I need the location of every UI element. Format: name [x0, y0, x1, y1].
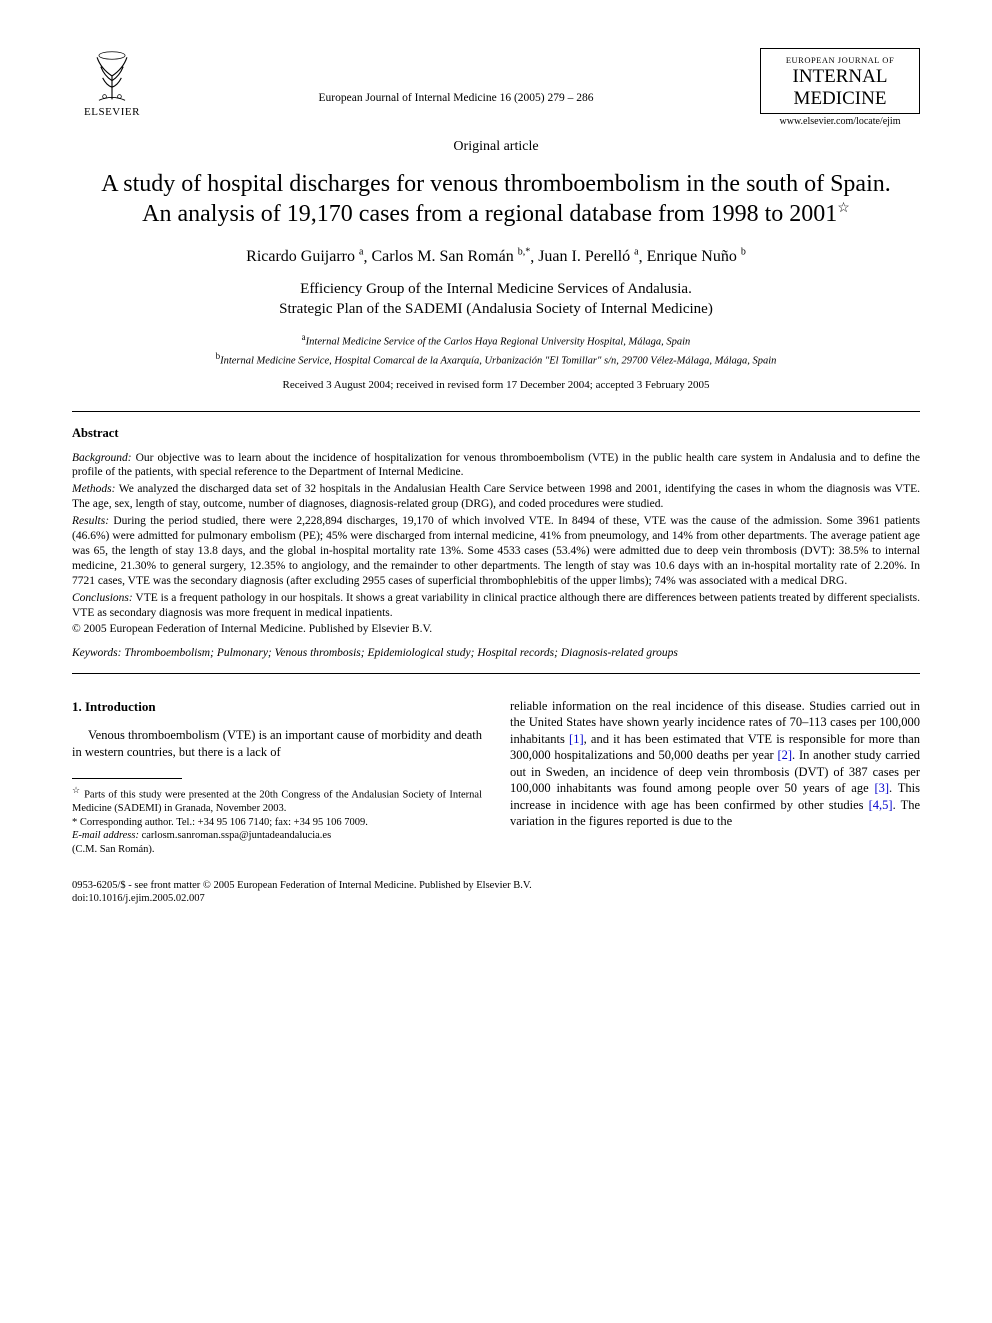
- column-left: 1. Introduction Venous thromboembolism (…: [72, 698, 482, 857]
- elsevier-tree-icon: [84, 48, 140, 104]
- star-marker: ☆: [72, 785, 81, 795]
- title-text: A study of hospital discharges for venou…: [101, 171, 891, 227]
- body-columns: 1. Introduction Venous thromboembolism (…: [72, 698, 920, 857]
- abstract-heading: Abstract: [72, 426, 920, 441]
- background-label: Background:: [72, 452, 132, 464]
- abstract-background: Background: Our objective was to learn a…: [72, 451, 920, 481]
- footnote-email-who: (C.M. San Román).: [72, 843, 482, 857]
- journal-name-2: MEDICINE: [765, 89, 915, 109]
- front-matter-text: 0953-6205/$ - see front matter © 2005 Eu…: [72, 879, 920, 893]
- abstract-copyright: © 2005 European Federation of Internal M…: [72, 623, 920, 635]
- journal-supertitle: EUROPEAN JOURNAL OF: [765, 55, 915, 65]
- ref-link-3[interactable]: [3]: [874, 781, 889, 795]
- keywords-label: Keywords:: [72, 647, 121, 659]
- methods-text: We analyzed the discharged data set of 3…: [72, 483, 920, 510]
- column-right: reliable information on the real inciden…: [510, 698, 920, 857]
- doi-line: doi:10.1016/j.ejim.2005.02.007: [72, 892, 920, 906]
- author-3: Juan I. Perelló a: [538, 248, 638, 265]
- email-address: carlosm.sanroman.sspa@juntadeandalucia.e…: [142, 830, 332, 841]
- author-4: Enrique Nuño b: [647, 248, 746, 265]
- results-text: During the period studied, there were 2,…: [72, 515, 920, 587]
- publisher-logo: ELSEVIER: [72, 48, 152, 118]
- affiliation-b: bInternal Medicine Service, Hospital Com…: [72, 350, 920, 369]
- title-footnote-marker: ☆: [837, 201, 850, 216]
- results-label: Results:: [72, 515, 109, 527]
- author-2: Carlos M. San Román b,*: [371, 248, 530, 265]
- footnote-star-text: Parts of this study were presented at th…: [72, 790, 482, 815]
- background-text: Our objective was to learn about the inc…: [72, 452, 920, 479]
- author-list: Ricardo Guijarro a, Carlos M. San Román …: [72, 247, 920, 266]
- methods-label: Methods:: [72, 483, 115, 495]
- group-line-1: Efficiency Group of the Internal Medicin…: [72, 280, 920, 300]
- abstract-results: Results: During the period studied, ther…: [72, 514, 920, 589]
- abstract-conclusions: Conclusions: VTE is a frequent pathology…: [72, 591, 920, 621]
- citation-line: European Journal of Internal Medicine 16…: [152, 48, 760, 104]
- corresp-text: Corresponding author. Tel.: +34 95 106 7…: [80, 817, 368, 828]
- intro-heading: 1. Introduction: [72, 698, 482, 715]
- email-label: E-mail address:: [72, 830, 139, 841]
- journal-url: www.elsevier.com/locate/ejim: [760, 116, 920, 127]
- publisher-name: ELSEVIER: [84, 106, 140, 118]
- group-line-2: Strategic Plan of the SADEMI (Andalusia …: [72, 300, 920, 320]
- divider-bottom: [72, 673, 920, 674]
- ref-link-1[interactable]: [1]: [569, 732, 584, 746]
- affiliations: aInternal Medicine Service of the Carlos…: [72, 331, 920, 368]
- intro-para-1: Venous thromboembolism (VTE) is an impor…: [72, 727, 482, 760]
- front-matter-line: 0953-6205/$ - see front matter © 2005 Eu…: [72, 879, 920, 906]
- abstract-methods: Methods: We analyzed the discharged data…: [72, 482, 920, 512]
- journal-brand-box: EUROPEAN JOURNAL OF INTERNAL MEDICINE ww…: [760, 48, 920, 127]
- author-1: Ricardo Guijarro a: [246, 248, 363, 265]
- ref-link-4-5[interactable]: [4,5]: [869, 798, 893, 812]
- footnote-email: E-mail address: carlosm.sanroman.sspa@ju…: [72, 829, 482, 843]
- keywords-line: Keywords: Thromboembolism; Pulmonary; Ve…: [72, 647, 920, 659]
- divider-top: [72, 411, 920, 412]
- keywords-text: Thromboembolism; Pulmonary; Venous throm…: [124, 647, 678, 659]
- affiliation-a: aInternal Medicine Service of the Carlos…: [72, 331, 920, 350]
- intro-para-2: reliable information on the real inciden…: [510, 698, 920, 830]
- ref-link-2[interactable]: [2]: [777, 748, 792, 762]
- footnote-divider: [72, 778, 182, 779]
- article-dates: Received 3 August 2004; received in revi…: [72, 379, 920, 391]
- footnote-corresponding: * Corresponding author. Tel.: +34 95 106…: [72, 816, 482, 830]
- page-header: ELSEVIER European Journal of Internal Me…: [72, 48, 920, 127]
- footnote-star: ☆ Parts of this study were presented at …: [72, 785, 482, 816]
- conclusions-text: VTE is a frequent pathology in our hospi…: [72, 592, 920, 619]
- article-title: A study of hospital discharges for venou…: [92, 169, 900, 229]
- conclusions-label: Conclusions:: [72, 592, 133, 604]
- article-type: Original article: [72, 139, 920, 155]
- research-group: Efficiency Group of the Internal Medicin…: [72, 280, 920, 319]
- journal-name-1: INTERNAL: [765, 67, 915, 87]
